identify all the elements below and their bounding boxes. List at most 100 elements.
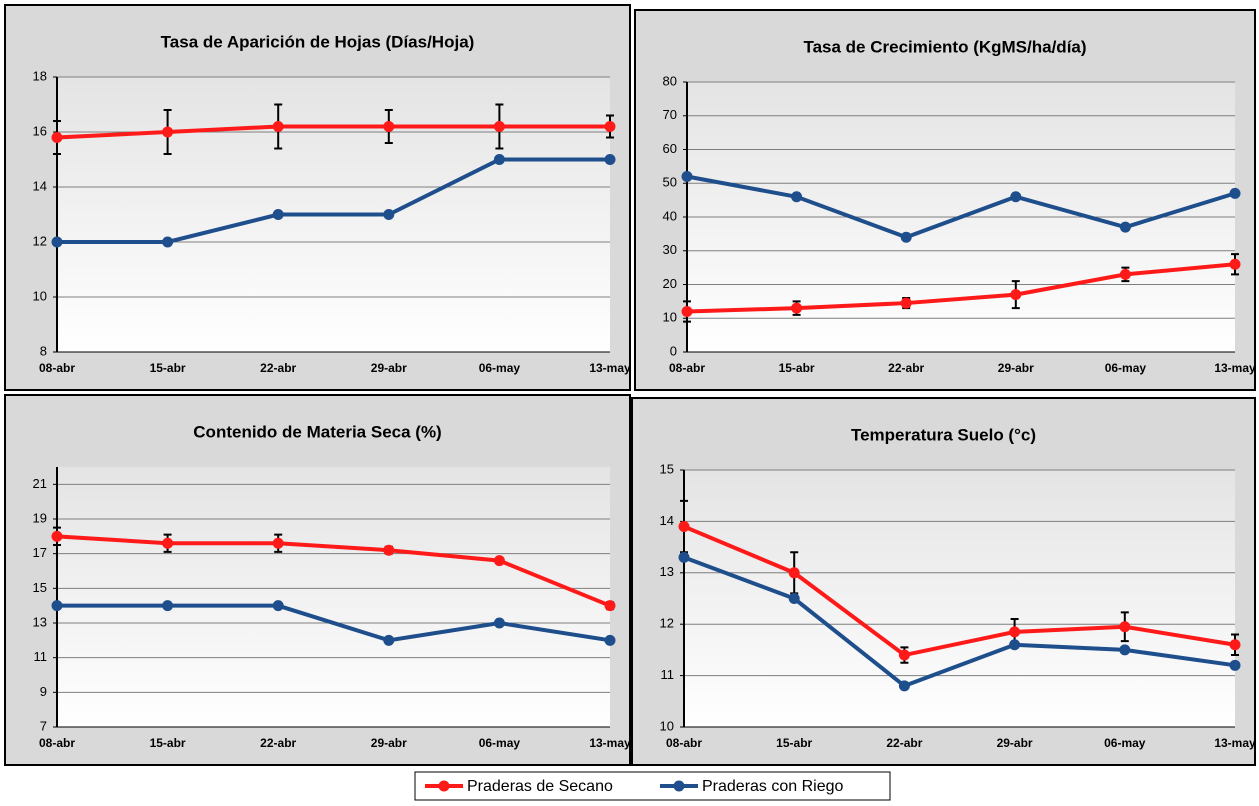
legend-box	[414, 771, 891, 801]
data-point	[493, 617, 505, 629]
x-tick-label: 22-abr	[260, 361, 296, 375]
y-tick-label: 11	[661, 667, 675, 682]
data-point	[1010, 191, 1022, 203]
y-tick-label: 14	[33, 178, 47, 193]
x-tick-label: 15-abr	[776, 736, 812, 750]
x-tick-label: 22-abr	[260, 736, 296, 750]
data-point	[681, 171, 693, 182]
data-point	[51, 132, 63, 143]
x-tick-label: 13-may	[1214, 361, 1256, 375]
plot-area	[57, 467, 610, 727]
data-point	[162, 236, 174, 248]
legend: Praderas de Secano Praderas con Riego	[414, 771, 891, 801]
data-point	[900, 231, 912, 243]
data-point	[1229, 639, 1241, 651]
data-point	[788, 593, 800, 604]
series-line	[56, 124, 610, 140]
series-line	[686, 174, 1236, 240]
data-point	[604, 121, 616, 132]
chart-panel: Contenido de Materia Seca (%) 7 9 11 13 15 17 1…	[4, 394, 631, 766]
data-point	[788, 567, 800, 579]
y-tick-label: 20	[663, 276, 677, 291]
data-point	[162, 600, 174, 612]
data-point	[898, 680, 910, 692]
y-tick-label: 13	[660, 564, 674, 579]
x-tick-label: 06-may	[479, 361, 521, 375]
data-point	[383, 544, 395, 556]
x-tick-label: 13-may	[1214, 736, 1256, 750]
data-point	[898, 649, 910, 661]
data-point	[493, 555, 505, 567]
y-tick-label: 12	[660, 616, 674, 631]
y-tick-label: 15	[660, 461, 674, 476]
data-point	[900, 297, 912, 309]
y-tick-label: 0	[670, 343, 677, 358]
x-tick-label: 08-abr	[39, 736, 75, 750]
data-point	[51, 236, 63, 248]
x-tick-label: 06-may	[1104, 736, 1146, 750]
legend-label: Praderas de Secano	[467, 778, 613, 795]
data-point	[1119, 621, 1131, 633]
data-point	[272, 537, 284, 549]
chart-title: Temperatura Suelo (°c)	[851, 425, 1036, 444]
data-point	[1119, 221, 1131, 233]
chart-panel: Temperatura Suelo (°c) 10 11 12 13 14 15 08-abr…	[631, 397, 1256, 766]
y-tick-label: 70	[663, 107, 677, 122]
y-tick-label: 50	[663, 175, 677, 190]
chart-title: Contenido de Materia Seca (%)	[193, 422, 441, 441]
y-tick-label: 12	[33, 233, 47, 248]
x-tick-label: 08-abr	[669, 361, 705, 375]
data-point	[681, 306, 693, 317]
y-tick-label: 10	[663, 310, 677, 325]
chart-title: Tasa de Aparición de Hojas (Días/Hoja)	[161, 32, 475, 51]
data-point	[272, 121, 284, 132]
data-point	[162, 126, 174, 138]
chart-panel: Tasa de Crecimiento (KgMS/ha/día) 0 10 20 30…	[634, 9, 1256, 391]
y-tick-label: 10	[660, 718, 674, 733]
series-line	[57, 157, 610, 244]
x-tick-label: 15-abr	[150, 361, 186, 375]
chart-panel: Tasa de Aparición de Hojas (Días/Hoja) 8 1…	[4, 4, 631, 391]
data-point	[383, 634, 395, 646]
y-tick-label: 7	[40, 718, 47, 733]
x-tick-label: 08-abr	[39, 361, 75, 375]
data-point	[1119, 644, 1131, 656]
data-point	[51, 530, 63, 542]
series-line	[683, 555, 1236, 689]
y-tick-label: 19	[33, 510, 47, 525]
series-line	[56, 534, 611, 608]
series-line	[683, 524, 1236, 658]
x-tick-label: 15-abr	[150, 736, 186, 750]
data-point	[1119, 268, 1131, 280]
legend-label: Praderas con Riego	[702, 778, 844, 795]
y-tick-label: 80	[663, 73, 677, 88]
data-point	[791, 302, 803, 314]
y-tick-label: 60	[663, 141, 677, 156]
legend-marker	[438, 780, 450, 792]
data-point	[678, 551, 690, 563]
data-point	[1010, 289, 1022, 301]
data-point	[1229, 258, 1241, 270]
plot-area	[684, 470, 1235, 727]
y-tick-label: 8	[40, 343, 47, 358]
data-point	[604, 634, 616, 646]
data-point	[493, 121, 505, 132]
x-tick-label: 13-may	[589, 361, 631, 375]
data-point	[272, 209, 284, 220]
data-point	[1009, 639, 1021, 651]
data-point	[383, 121, 395, 132]
y-tick-label: 15	[33, 580, 47, 595]
y-tick-label: 10	[33, 288, 47, 303]
y-tick-label: 21	[33, 476, 47, 491]
data-point	[604, 600, 616, 612]
y-tick-label: 9	[40, 684, 47, 699]
y-tick-label: 14	[660, 513, 674, 528]
chart-title: Tasa de Crecimiento (KgMS/ha/día)	[803, 37, 1086, 56]
data-point	[1229, 187, 1241, 199]
data-point	[604, 154, 616, 165]
x-tick-label: 06-may	[479, 736, 521, 750]
data-point	[383, 209, 395, 220]
y-tick-label: 17	[33, 545, 47, 560]
y-tick-label: 13	[33, 614, 47, 629]
